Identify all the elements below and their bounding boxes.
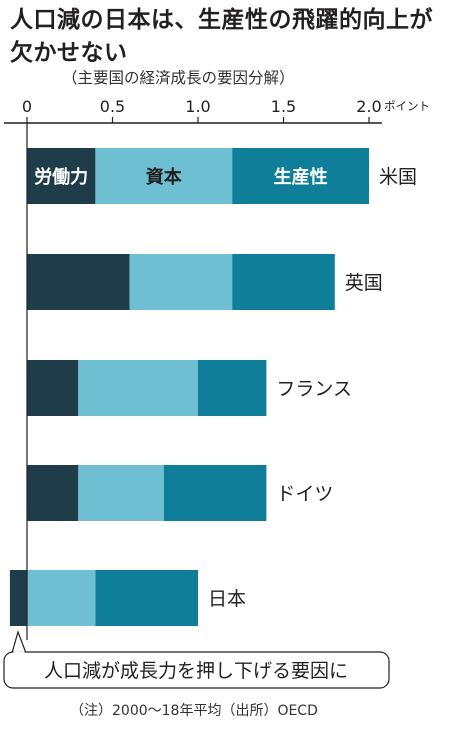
bar-segment	[163, 465, 267, 521]
x-tick-label: 0	[22, 97, 32, 116]
bar-segment	[232, 254, 335, 310]
bar-segment	[95, 570, 198, 626]
bar-segment	[198, 360, 267, 416]
legend-label: 資本	[146, 166, 182, 188]
source-note: （注）2000〜18年平均（出所）OECD	[70, 703, 318, 719]
bar-segment	[95, 148, 233, 204]
chart-subtitle: （主要国の経済成長の要因分解）	[62, 69, 295, 87]
chart-title: 人口減の日本は、生産性の飛躍的向上が欠かせない	[10, 7, 433, 66]
x-tick-label: 0.5	[100, 97, 125, 116]
legend-label: 生産性	[274, 166, 328, 188]
x-tick-label: 1.0	[185, 97, 210, 116]
bar-segment	[27, 360, 79, 416]
bar-segment	[27, 570, 96, 626]
category-label: 英国	[345, 272, 383, 294]
bar-segment	[27, 465, 79, 521]
legend-label: 労働力	[34, 166, 88, 188]
category-label: ドイツ	[276, 483, 333, 505]
bar-segment	[27, 254, 130, 310]
bar-segment	[78, 360, 198, 416]
annotation-box	[3, 651, 390, 689]
annotation-pointer	[11, 630, 27, 654]
x-tick-label: 2.0	[356, 97, 381, 116]
bar-segment	[27, 148, 96, 204]
category-label: フランス	[276, 378, 352, 400]
x-unit-label: ポイント	[384, 99, 430, 113]
category-label: 米国	[379, 166, 417, 188]
category-label: 日本	[208, 588, 246, 610]
annotation-text: 人口減が成長力を押し下げる要因に	[44, 660, 348, 682]
bar-segment	[232, 148, 369, 204]
bar-segment	[129, 254, 233, 310]
x-tick-label: 1.5	[271, 97, 296, 116]
bar-segment	[78, 465, 164, 521]
bar-segment	[9, 570, 27, 626]
